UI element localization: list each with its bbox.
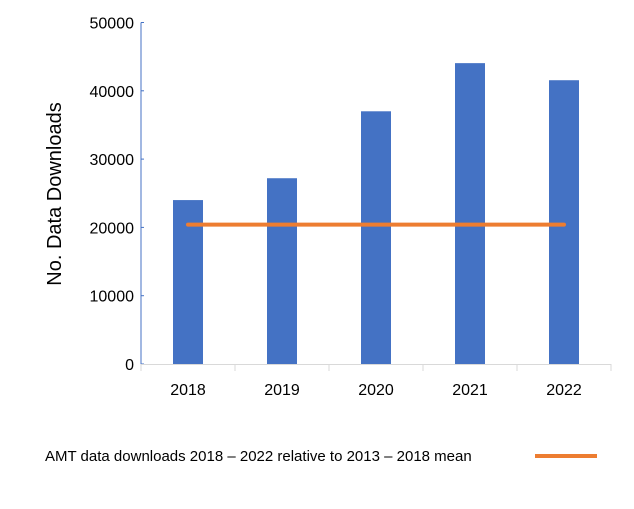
x-tick-label: 2018 [170, 382, 206, 399]
y-tick-label: 0 [125, 357, 134, 374]
x-tick-label: 2022 [546, 382, 582, 399]
bar-2020 [361, 111, 391, 364]
bar-2019 [267, 178, 297, 364]
y-tick-label: 40000 [90, 84, 135, 101]
y-tick-label: 30000 [90, 152, 135, 169]
y-axis: 0 10000 20000 30000 40000 50000 [90, 16, 144, 374]
bar-2018 [173, 200, 203, 364]
x-tick-label: 2021 [452, 382, 488, 399]
bar-2022 [549, 80, 579, 364]
y-tick-label: 20000 [90, 220, 135, 237]
x-axis: 2018 2019 2020 2021 2022 [140, 364, 612, 399]
bar-2021 [455, 63, 485, 365]
y-tick-label: 10000 [90, 289, 135, 306]
bars [173, 63, 579, 365]
y-tick-label: 50000 [90, 16, 135, 33]
legend-label: AMT data downloads 2018 – 2022 relative … [45, 448, 472, 465]
x-tick-label: 2019 [264, 382, 300, 399]
x-tick-label: 2020 [358, 382, 394, 399]
y-axis-label: No. Data Downloads [44, 102, 66, 285]
